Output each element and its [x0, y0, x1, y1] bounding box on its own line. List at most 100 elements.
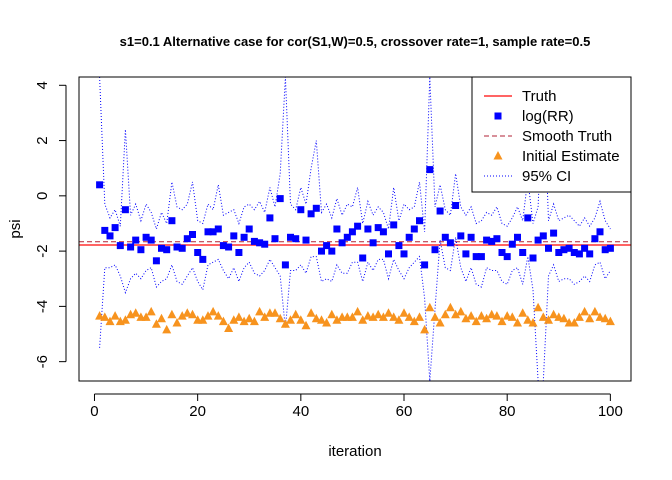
logrr-point [581, 244, 589, 252]
legend-label: 95% CI [522, 168, 571, 185]
initial-estimate-point [590, 306, 600, 316]
initial-estimate-point [110, 311, 120, 320]
legend: Truth log(RR) Smooth Truth Initial Estimate… [471, 76, 632, 193]
logrr-point [379, 228, 387, 236]
initial-estimate-point [554, 312, 564, 321]
logrr-point [545, 244, 552, 252]
logrr-point [250, 237, 258, 245]
logrr-point [452, 202, 460, 209]
logrr-point [245, 225, 253, 233]
logrr-point [410, 225, 418, 233]
logrr-point [147, 236, 155, 244]
initial-estimate-point [533, 302, 543, 312]
initial-estimate-point [471, 316, 481, 326]
y-tick-label: 0 [34, 192, 51, 200]
logrr-point [235, 249, 243, 256]
logrr-point [209, 228, 217, 236]
initial-estimate-point [317, 315, 326, 324]
x-tick-label: 80 [499, 403, 516, 420]
logrr-point [503, 253, 511, 261]
logrr-point [256, 239, 264, 247]
logrr-point [586, 250, 594, 258]
logrr-point [524, 214, 532, 222]
initial-estimate-point [131, 308, 141, 317]
logrr-point [431, 246, 439, 254]
logrr-point [508, 240, 516, 248]
initial-estimate-point [229, 315, 239, 324]
initial-estimate-point [538, 312, 548, 321]
x-axis-label: iteration [328, 443, 381, 460]
logrr-point [271, 235, 279, 243]
logrr-point [189, 231, 196, 238]
logrr-point [354, 222, 362, 230]
logrr-point [333, 225, 341, 233]
logrr-point [307, 210, 315, 218]
logrr-point [575, 250, 583, 258]
ci-upper-line [99, 77, 611, 232]
logrr-point [323, 242, 331, 250]
initial-estimate-point [415, 312, 424, 321]
initial-estimate-point [476, 311, 486, 320]
logrr-point [591, 235, 599, 243]
initial-estimate-point [203, 311, 213, 320]
initial-estimate-point [162, 324, 172, 334]
initial-estimate-point [409, 316, 419, 326]
initial-estimate-point [358, 315, 368, 324]
initial-estimate-point [177, 311, 187, 320]
plot-frame [78, 76, 632, 382]
y-axis-label: psi [7, 219, 24, 238]
logrr-point [514, 233, 521, 241]
x-tick-label: 0 [90, 403, 98, 420]
initial-estimate-point [255, 306, 265, 316]
initial-estimate-point [461, 313, 471, 323]
initial-estimate-point [435, 318, 445, 327]
logrr-point [276, 195, 284, 203]
logrr-point [225, 243, 233, 251]
logrr-point [390, 221, 398, 229]
logrr-point [132, 236, 140, 244]
logrr-point [550, 229, 558, 237]
initial-estimate-point [234, 312, 244, 321]
logrr-point [416, 217, 423, 225]
initial-estimate-point [492, 311, 502, 320]
initial-estimate-point [353, 306, 363, 316]
initial-estimate-point [198, 315, 208, 324]
logrr-point [519, 249, 527, 256]
logrr-point [199, 255, 207, 263]
initial-estimate-point [373, 309, 383, 319]
initial-estimate-point [399, 308, 409, 317]
initial-estimate-point [301, 320, 311, 330]
initial-estimate-point [327, 309, 337, 319]
legend-box [471, 76, 632, 193]
logrr-point [457, 232, 465, 240]
logrr-point [539, 232, 547, 240]
initial-estimate-point [420, 324, 430, 334]
logrr-point [287, 233, 294, 241]
initial-estimate-point [523, 315, 533, 324]
logrr-point [359, 254, 367, 262]
initial-estimate-point [404, 312, 414, 321]
initial-estimate-point [141, 312, 151, 321]
logrr-point [395, 242, 403, 250]
logrr-point [477, 253, 485, 261]
logrr-point [343, 233, 351, 241]
initial-estimate-point [167, 309, 177, 319]
logrr-point [364, 225, 372, 233]
initial-estimate-point [595, 312, 605, 321]
logrr-point [178, 244, 186, 252]
logrr-point [596, 228, 604, 236]
logrr-point [446, 239, 454, 247]
y-tick-label: -2 [34, 244, 51, 257]
initial-estimate-point [378, 312, 388, 321]
logrr-point [116, 242, 124, 250]
logrr-point [111, 224, 119, 232]
logrr-point [168, 217, 176, 225]
logrr-point [348, 228, 356, 236]
initial-estimate-point [440, 309, 450, 319]
logrr-point [488, 237, 496, 245]
x-tick-label: 40 [292, 403, 309, 420]
initial-estimate-point [182, 308, 192, 317]
initial-estimate-point [466, 311, 476, 320]
initial-estimate-point [559, 313, 569, 323]
initial-estimate-point [224, 323, 234, 332]
